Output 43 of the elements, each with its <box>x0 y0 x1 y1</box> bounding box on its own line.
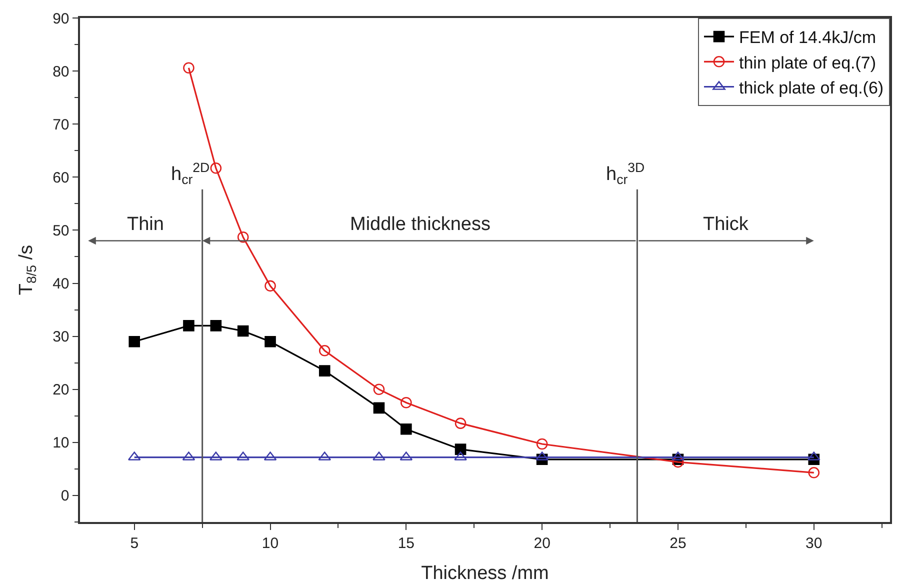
point <box>808 467 820 478</box>
y-tick-label: 50 <box>52 222 70 240</box>
annotation: Thick <box>703 214 749 235</box>
point <box>672 456 684 468</box>
x-tick-label: 25 <box>670 534 686 552</box>
point <box>128 336 140 348</box>
annotation: Middle thickness <box>350 214 490 235</box>
x-axis-title: Thickness /mm <box>421 563 549 584</box>
point <box>264 336 276 348</box>
y-tick-label: 0 <box>60 488 70 505</box>
point <box>264 280 276 292</box>
point <box>318 344 330 356</box>
x-tick-label: 15 <box>398 534 415 552</box>
point <box>400 396 412 408</box>
point <box>373 384 385 396</box>
point <box>454 444 466 455</box>
x-tick-label: 20 <box>534 534 550 552</box>
legend-label: thick plate of eq.(6) <box>739 78 884 98</box>
y-tick-label: 60 <box>52 169 70 186</box>
point <box>237 231 249 243</box>
point <box>210 162 222 174</box>
x-tick-label: 30 <box>806 534 822 552</box>
legend-label: thin plate of eq.(7) <box>739 53 876 72</box>
y-tick-label: 30 <box>52 328 70 346</box>
point <box>183 62 194 74</box>
x-tick-label: 10 <box>262 534 279 552</box>
y-tick-label: 80 <box>52 63 70 80</box>
y-tick-label: 20 <box>52 382 70 399</box>
point <box>183 320 194 332</box>
point <box>373 402 385 414</box>
point <box>400 424 412 435</box>
point <box>237 325 249 337</box>
point <box>210 320 222 332</box>
y-tick-label: 70 <box>52 116 70 134</box>
y-tick-label: 10 <box>52 434 70 452</box>
y-tick-label: 40 <box>52 276 70 293</box>
y-tick-label: 90 <box>52 10 70 28</box>
annotation: Thin <box>127 214 164 235</box>
point <box>318 365 330 376</box>
point <box>536 438 548 450</box>
x-tick-label: 5 <box>130 534 139 552</box>
legend-label: FEM of 14.4kJ/cm <box>739 28 876 48</box>
point <box>454 418 466 429</box>
